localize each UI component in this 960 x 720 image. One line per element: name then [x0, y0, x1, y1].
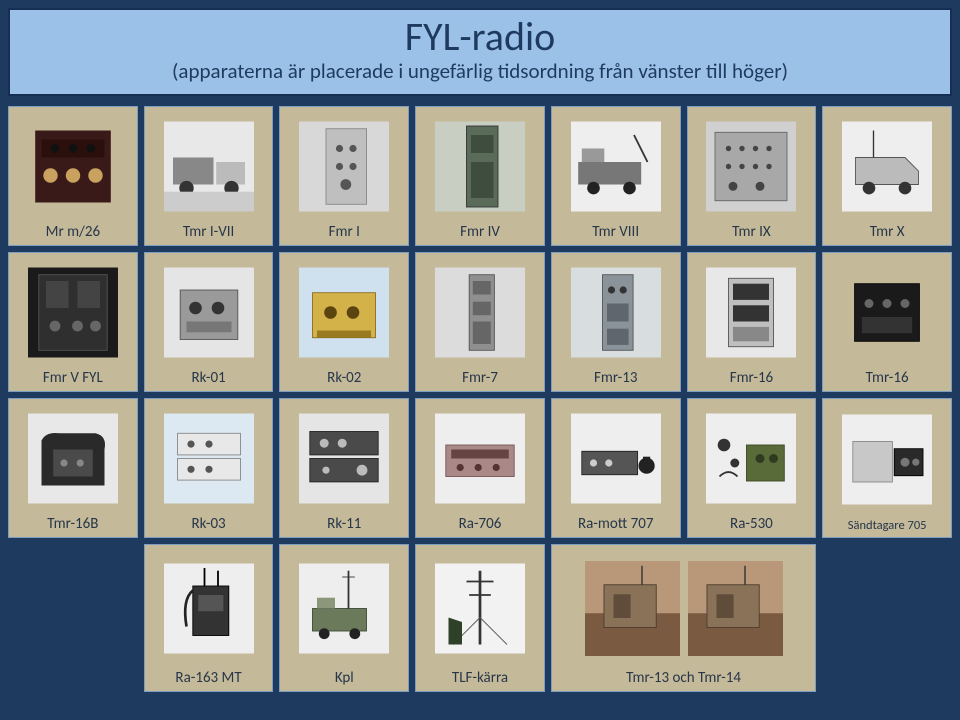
card-label: Fmr-7 [462, 369, 498, 387]
card[interactable]: Rk-03 [144, 398, 274, 538]
card-label: Tmr VIII [592, 223, 639, 241]
card-thumb [284, 551, 404, 665]
page-title: FYL-radio [20, 16, 940, 58]
card[interactable]: Fmr IV [415, 106, 545, 246]
card-thumb [13, 405, 133, 511]
card-label: Ra-163 MT [175, 669, 241, 687]
card-label: Rk-11 [327, 515, 361, 533]
card[interactable]: Fmr-16 [687, 252, 817, 392]
card-label: Kpl [335, 669, 354, 687]
card-thumb [420, 551, 540, 665]
card-label: Ra-530 [730, 515, 773, 533]
card-label: Fmr-13 [594, 369, 637, 387]
card-label: Tmr-13 och Tmr-14 [626, 669, 741, 687]
card-thumb [13, 113, 133, 219]
card-label: Ra-mott 707 [578, 515, 654, 533]
card-grid-row4: Ra-163 MT Kpl TLF-kärra Tmr-13 och Tmr-14 [8, 544, 952, 692]
card[interactable]: Rk-02 [279, 252, 409, 392]
card[interactable]: Fmr-7 [415, 252, 545, 392]
card[interactable]: Kpl [279, 544, 409, 692]
card-thumb [827, 259, 947, 365]
card[interactable]: Fmr I [279, 106, 409, 246]
card-label: TLF-kärra [452, 669, 508, 687]
card[interactable]: Tmr-16B [8, 398, 138, 538]
card[interactable]: Ra-530 [687, 398, 817, 538]
card[interactable]: Tmr-13 och Tmr-14 [551, 544, 816, 692]
card-label: Fmr V FYL [43, 369, 103, 387]
page-subtitle: (apparaterna är placerade i ungefärlig t… [20, 58, 940, 84]
card-thumb [692, 113, 812, 219]
card-label: Rk-02 [327, 369, 361, 387]
card[interactable]: Ra-mott 707 [551, 398, 681, 538]
card-label: Mr m/26 [46, 223, 100, 241]
card-thumb [284, 405, 404, 511]
card-thumb [420, 405, 540, 511]
card-thumb [556, 551, 811, 665]
card-thumb [284, 259, 404, 365]
card-label: Tmr-16 [866, 369, 909, 387]
card-label: Tmr-16B [47, 515, 98, 533]
card-thumb [149, 259, 269, 365]
card[interactable]: Tmr IX [687, 106, 817, 246]
card-label: Ra-706 [459, 515, 502, 533]
header: FYL-radio (apparaterna är placerade i un… [8, 8, 952, 96]
card-thumb [420, 113, 540, 219]
card-thumb [692, 405, 812, 511]
card-thumb [149, 113, 269, 219]
card-thumb [556, 259, 676, 365]
card-thumb [556, 113, 676, 219]
card-label: Rk-01 [191, 369, 225, 387]
card-thumb [284, 113, 404, 219]
card[interactable]: Tmr VIII [551, 106, 681, 246]
card-label: Fmr-16 [730, 369, 773, 387]
card-label: Sändtagare 705 [848, 518, 927, 533]
card[interactable]: Ra-706 [415, 398, 545, 538]
card[interactable]: Fmr-13 [551, 252, 681, 392]
card-thumb [827, 405, 947, 514]
card-thumb [149, 551, 269, 665]
card-thumb [13, 259, 133, 365]
card[interactable]: Mr m/26 [8, 106, 138, 246]
card[interactable]: TLF-kärra [415, 544, 545, 692]
card[interactable]: Tmr X [822, 106, 952, 246]
card-thumb [556, 405, 676, 511]
card[interactable]: Tmr I-VII [144, 106, 274, 246]
card[interactable]: Ra-163 MT [144, 544, 274, 692]
card[interactable]: Rk-01 [144, 252, 274, 392]
card-thumb [149, 405, 269, 511]
card-label: Tmr X [870, 223, 905, 241]
card-label: Rk-03 [191, 515, 225, 533]
card-label: Tmr IX [732, 223, 771, 241]
card-label: Fmr IV [460, 223, 500, 241]
card[interactable]: Fmr V FYL [8, 252, 138, 392]
card[interactable]: Sändtagare 705 [822, 398, 952, 538]
card-label: Fmr I [329, 223, 360, 241]
card-thumb [692, 259, 812, 365]
card-thumb [827, 113, 947, 219]
card[interactable]: Tmr-16 [822, 252, 952, 392]
card-label: Tmr I-VII [183, 223, 234, 241]
card[interactable]: Rk-11 [279, 398, 409, 538]
card-thumb [420, 259, 540, 365]
card-grid: Mr m/26 Tmr I-VII Fmr I Fmr IV Tmr VIII Tmr I… [8, 106, 952, 538]
